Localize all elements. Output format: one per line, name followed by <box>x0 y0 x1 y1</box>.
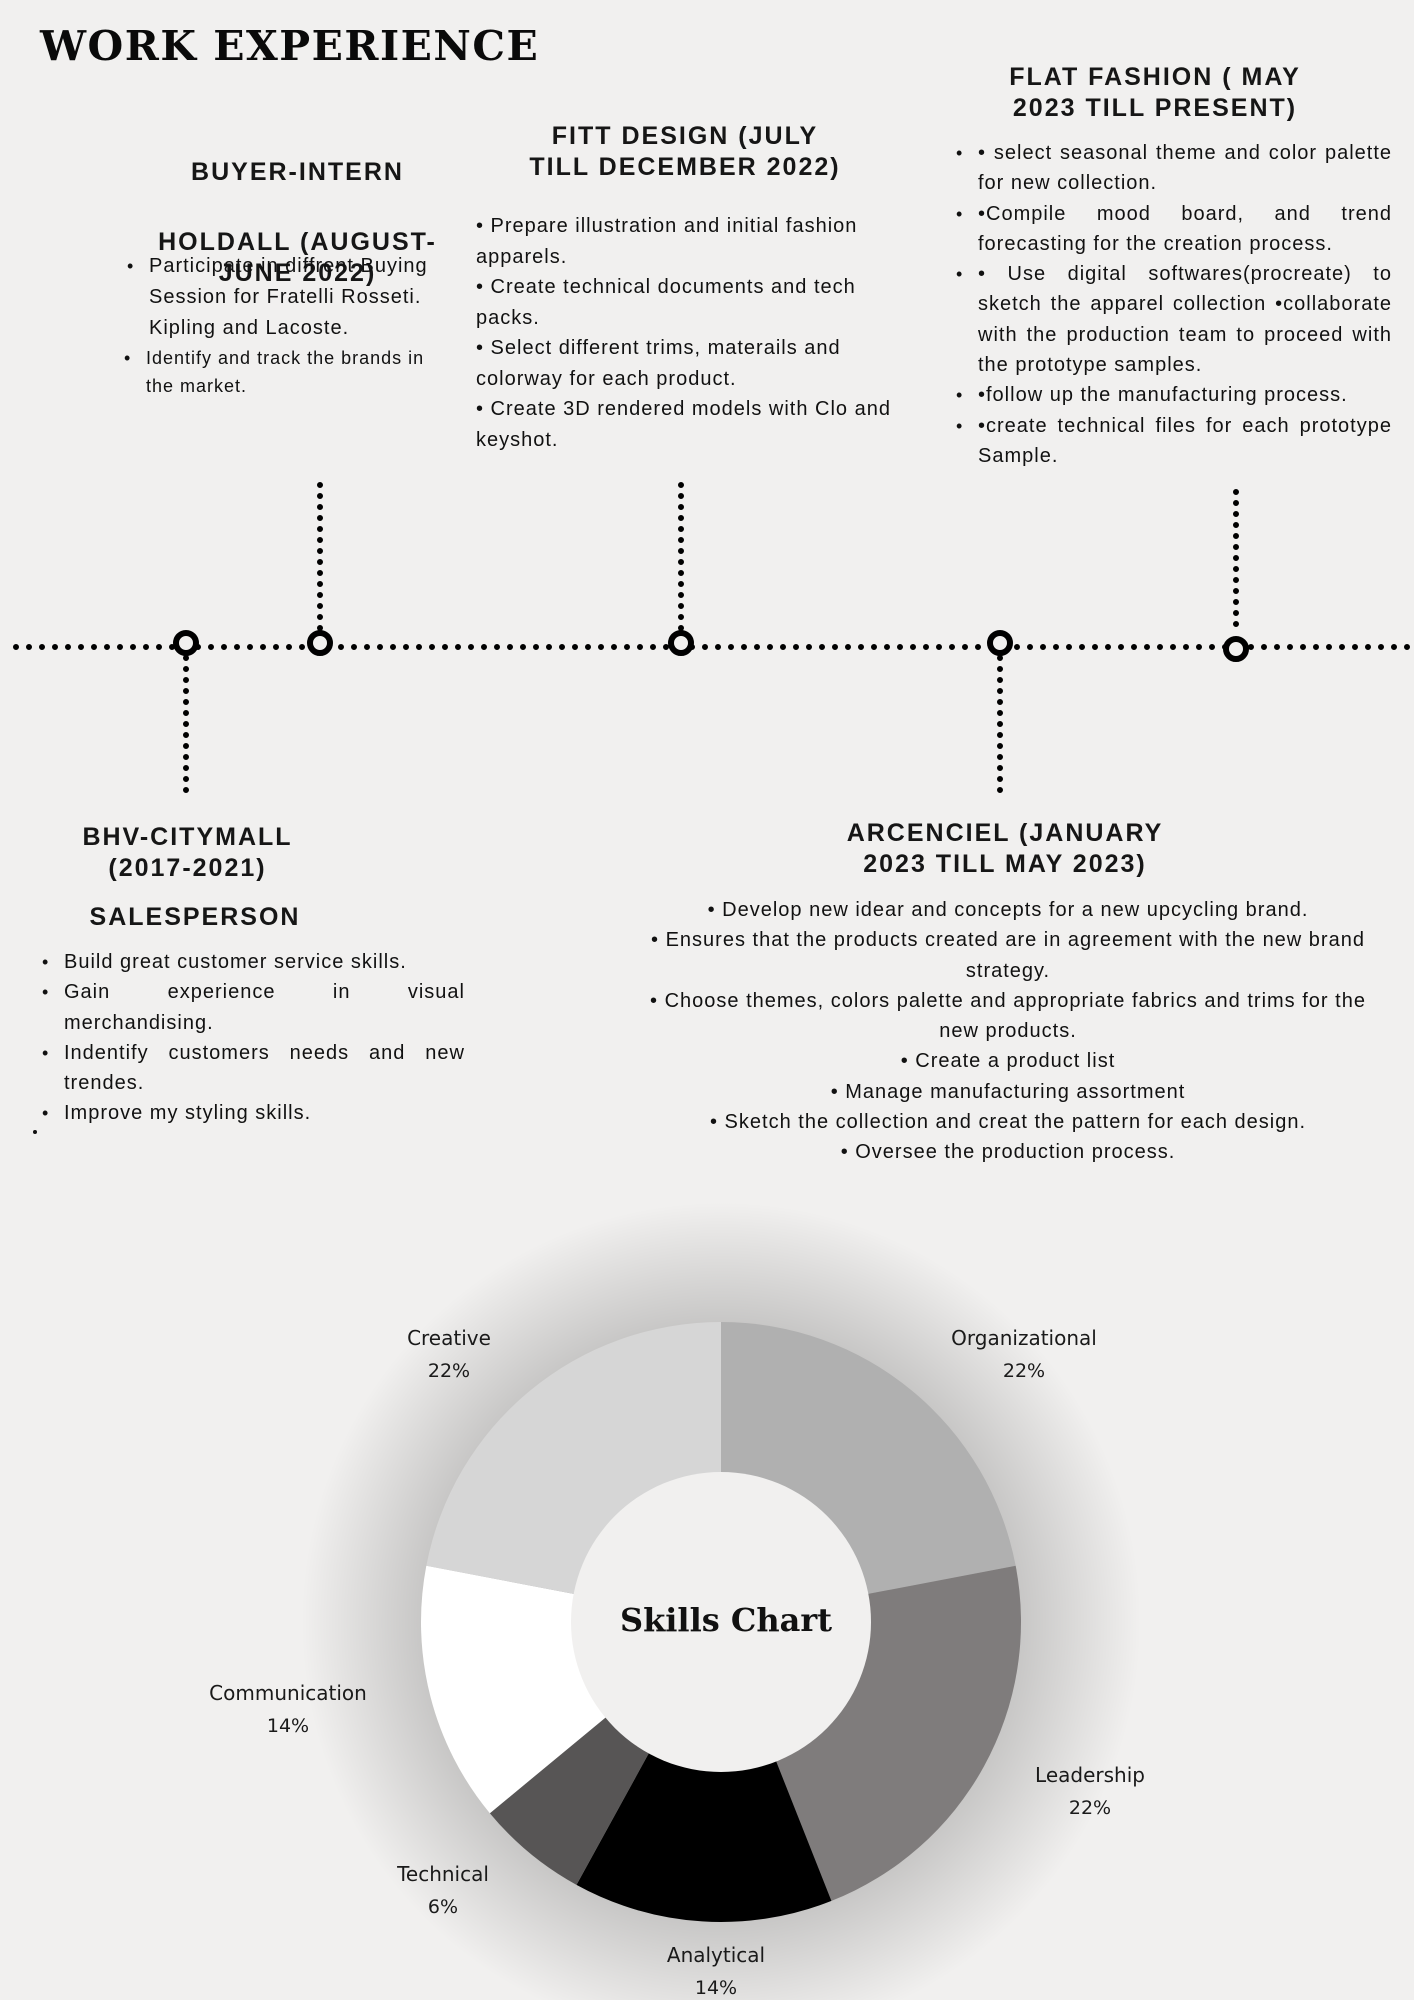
list-item: • Ensures that the products created are … <box>651 929 1365 982</box>
chart-label-leadership: Leadership <box>1035 1763 1145 1787</box>
timeline-node-fitt-design <box>668 630 694 656</box>
chart-title: Skills Chart <box>620 1601 832 1639</box>
page-title: WORK EXPERIENCE <box>40 22 540 70</box>
list-item: • Oversee the production process. <box>840 1141 1176 1164</box>
list-item: • Create technical documents and tech pa… <box>476 276 856 329</box>
stray-dot <box>33 1130 37 1134</box>
list-item: • select seasonal theme and color palett… <box>956 138 1392 199</box>
list-item: •Compile mood board, and trend forecasti… <box>956 199 1392 260</box>
chart-value-communication: 14% <box>267 1715 309 1737</box>
list-item: • Sketch the collection and creat the pa… <box>710 1111 1306 1134</box>
job-title-fitt-design: FITT DESIGN (JULY TILL DECEMBER 2022) <box>529 122 841 181</box>
list-item: Participate in diffrent Buying Session f… <box>127 251 445 344</box>
job-bullets-buyer-intern: Participate in diffrent Buying Session f… <box>124 251 445 400</box>
job-role-bhv-citymall: SALESPERSON <box>89 903 301 931</box>
job-bullets-fitt-design: • Prepare illustration and initial fashi… <box>476 211 916 455</box>
chart-center-hole <box>571 1472 871 1772</box>
list-item: Improve my styling skills. <box>42 1098 465 1129</box>
chart-value-leadership: 22% <box>1069 1797 1111 1819</box>
job-bullets-bhv-citymall: Build great customer service skills. Gai… <box>42 947 465 1129</box>
chart-label-technical: Technical <box>396 1862 489 1886</box>
list-item: • Develop new idear and concepts for a n… <box>707 899 1309 921</box>
job-bullets-flat-fashion: • select seasonal theme and color palett… <box>956 138 1392 472</box>
job-title-bhv-citymall: BHV-CITYMALL (2017-2021) <box>82 823 293 882</box>
job-bullets-arcenciel: • Develop new idear and concepts for a n… <box>628 895 1388 1168</box>
list-item: • Choose themes, colors palette and appr… <box>650 989 1366 1043</box>
job-title-arcenciel: ARCENCIEL (JANUARY 2023 TILL MAY 2023) <box>846 819 1164 878</box>
list-item: • Use digital softwares(procreate) to sk… <box>956 259 1392 380</box>
timeline-node-flat-fashion <box>1223 636 1249 662</box>
chart-value-technical: 6% <box>428 1896 458 1918</box>
list-item: • Manage manufacturing assortment <box>830 1080 1186 1103</box>
list-item: •follow up the manufacturing process. <box>956 380 1392 411</box>
list-item: • Select different trims, materails and … <box>476 337 841 390</box>
job-role-buyer-intern: BUYER-INTERN <box>191 158 404 186</box>
list-item: Indentify customers needs and new trende… <box>42 1038 465 1099</box>
chart-label-creative: Creative <box>407 1326 491 1350</box>
chart-label-organizational: Organizational <box>951 1326 1097 1350</box>
timeline-node-bhv-citymall <box>173 630 199 656</box>
list-item: • Create a product list <box>900 1050 1116 1073</box>
chart-slice-analytical <box>576 1622 832 1923</box>
chart-labels: Organizational 22% Leadership 22% Analytical… <box>209 1326 1145 1999</box>
list-item: Build great customer service skills. <box>42 947 465 978</box>
chart-value-analytical: 14% <box>695 1977 737 1999</box>
list-item: Identify and track the brands in the mar… <box>124 344 445 400</box>
job-title-flat-fashion: FLAT FASHION ( MAY 2023 TILL PRESENT) <box>1009 63 1301 122</box>
list-item: •create technical files for each prototy… <box>956 411 1392 472</box>
chart-value-creative: 22% <box>428 1360 470 1382</box>
chart-label-communication: Communication <box>209 1681 367 1705</box>
list-item: • Create 3D rendered models with Clo and… <box>476 398 891 451</box>
chart-value-organizational: 22% <box>1003 1360 1045 1382</box>
list-item: • Prepare illustration and initial fashi… <box>476 215 858 268</box>
timeline-node-arcenciel <box>987 630 1013 656</box>
timeline-node-buyer-intern <box>307 630 333 656</box>
chart-label-analytical: Analytical <box>667 1943 765 1967</box>
list-item: Gain experience in visual merchandising. <box>42 977 465 1038</box>
